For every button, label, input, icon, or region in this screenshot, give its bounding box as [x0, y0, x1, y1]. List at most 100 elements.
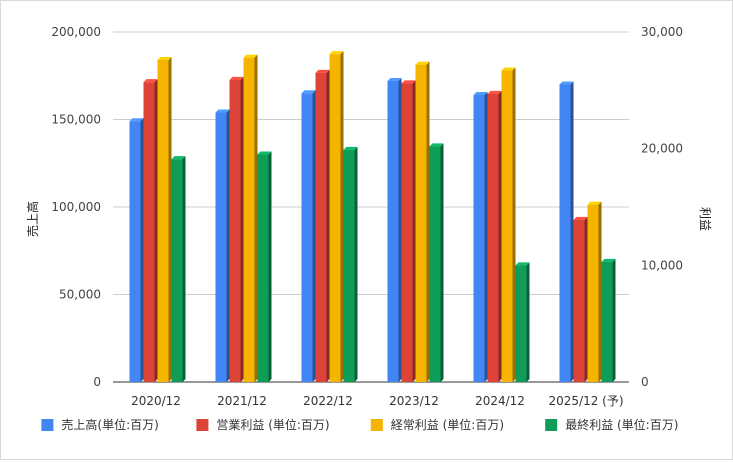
bar-front — [559, 84, 571, 382]
category-labels: 2020/12 2021/12 2022/12 2023/12 2024/12 2025/… — [131, 394, 623, 408]
right-axis-label: 利益 — [698, 207, 712, 231]
bar-front — [573, 219, 585, 382]
bar-side — [226, 109, 230, 382]
legend-swatch — [370, 419, 383, 431]
bar-2-6 — [573, 216, 588, 382]
bar-top — [573, 216, 588, 220]
bar-side — [598, 201, 602, 382]
bar-side — [326, 69, 330, 382]
right-tick-label: 0 — [641, 375, 649, 389]
bar-1-2 — [215, 109, 230, 382]
bar-top — [257, 151, 272, 155]
legend: 売上高(単位:百万) 営業利益 (単位:百万) 経常利益 (単位:百万) 最終利益 (… — [41, 417, 678, 432]
bar-front — [487, 93, 499, 382]
bar-1-5 — [473, 92, 488, 382]
bar-3-1 — [157, 57, 172, 382]
legend-label: 最終利益 (単位:百万) — [565, 417, 678, 432]
bar-front — [301, 93, 313, 382]
bar-top — [215, 109, 230, 113]
bar-front — [473, 95, 485, 382]
bar-top — [487, 90, 502, 94]
bar-4-5 — [515, 262, 530, 382]
bar-front — [387, 81, 399, 382]
bar-1-6 — [559, 81, 574, 382]
bar-side — [484, 92, 488, 382]
bar-front — [343, 149, 355, 382]
left-axis-label: 売上高 — [25, 201, 40, 237]
bar-2-3 — [315, 69, 330, 382]
bar-1-3 — [301, 90, 316, 382]
bar-top — [601, 258, 616, 262]
bar-1-4 — [387, 78, 402, 382]
bar-top — [415, 61, 430, 65]
bar-front — [329, 54, 341, 383]
bar-front — [243, 57, 255, 383]
bar-front — [129, 121, 141, 382]
left-tick-label: 150,000 — [51, 113, 101, 127]
bar-side — [168, 57, 172, 382]
bar-top — [143, 79, 158, 83]
left-tick-label: 200,000 — [51, 25, 101, 39]
legend-swatch — [196, 419, 209, 431]
grid-layer — [113, 31, 629, 383]
bar-side — [440, 143, 444, 382]
bar-side — [268, 151, 272, 382]
bar-side — [584, 216, 588, 382]
category-label: 2022/12 — [303, 394, 353, 408]
bar-front — [143, 82, 155, 383]
left-tick-label: 100,000 — [51, 200, 101, 214]
bar-side — [154, 79, 158, 383]
bar-front — [501, 70, 513, 382]
category-label: 2025/12 (予) — [548, 394, 623, 408]
bar-front — [515, 265, 527, 382]
bar-side — [254, 54, 258, 383]
left-axis-ticks: 0 50,000 100,000 150,000 200,000 — [51, 25, 101, 389]
right-tick-label: 10,000 — [641, 258, 683, 272]
legend-label: 売上高(単位:百万) — [61, 417, 158, 432]
bar-side — [398, 78, 402, 382]
bar-4-6 — [601, 258, 616, 382]
category-label: 2023/12 — [389, 394, 439, 408]
bar-2-1 — [143, 79, 158, 383]
bar-top — [315, 69, 330, 73]
bar-3-6 — [587, 201, 602, 382]
bar-front — [587, 204, 599, 382]
bar-front — [415, 64, 427, 382]
bar-side — [498, 90, 502, 382]
bar-2-4 — [401, 80, 416, 382]
bar-top — [559, 81, 574, 85]
bar-front — [215, 112, 227, 382]
bar-4-3 — [343, 146, 358, 382]
bar-side — [526, 262, 530, 382]
bar-2-2 — [229, 76, 244, 382]
left-tick-label: 50,000 — [59, 288, 101, 302]
bar-top — [343, 146, 358, 150]
legend-label: 営業利益 (単位:百万) — [216, 417, 329, 432]
bar-top — [301, 90, 316, 94]
category-label: 2020/12 — [131, 394, 181, 408]
bar-front — [229, 79, 241, 382]
bar-side — [312, 90, 316, 382]
bar-front — [157, 60, 169, 382]
bar-front — [429, 146, 441, 382]
bar-2-5 — [487, 90, 502, 382]
bar-front — [257, 154, 269, 382]
bar-4-4 — [429, 143, 444, 382]
right-tick-label: 30,000 — [641, 25, 683, 39]
bar-top — [473, 92, 488, 95]
bar-top — [515, 262, 530, 266]
bars-layer — [129, 51, 616, 383]
bar-top — [501, 67, 516, 71]
bar-top — [401, 80, 416, 84]
legend-swatch — [545, 419, 558, 431]
bar-top — [329, 51, 344, 55]
right-tick-label: 20,000 — [641, 142, 683, 156]
bar-top — [387, 78, 402, 81]
category-label: 2021/12 — [217, 394, 267, 408]
bar-3-3 — [329, 51, 344, 383]
bar-side — [570, 81, 574, 382]
legend-item-3: 経常利益 (単位:百万) — [370, 417, 504, 432]
bar-3-5 — [501, 67, 516, 382]
